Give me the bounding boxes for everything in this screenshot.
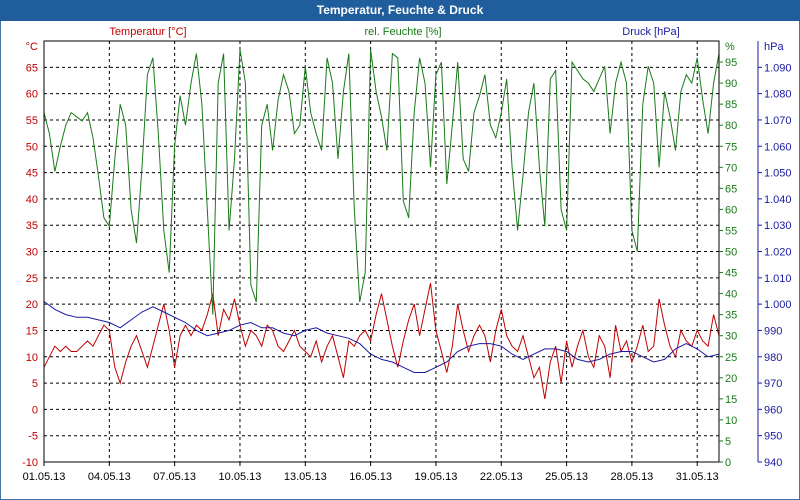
axes: -10 -5 0 5 10 15 20 25 30 35 40 45 50 55 60 65 °C 0 5 10 15 2… <box>22 40 792 483</box>
x-tick-label: 13.05.13 <box>284 471 327 483</box>
right-tick-label: 960 <box>764 404 782 416</box>
middle-tick-label: 65 <box>725 183 737 195</box>
left-tick-label: 35 <box>26 220 38 232</box>
right-tick-label: 970 <box>764 378 782 390</box>
left-tick-label: 10 <box>26 352 38 364</box>
x-tick-label: 07.05.13 <box>153 471 196 483</box>
middle-axis-unit: % <box>725 41 735 53</box>
middle-tick-label: 10 <box>725 415 737 427</box>
middle-tick-label: 45 <box>725 268 737 280</box>
right-tick-label: 940 <box>764 457 782 469</box>
middle-tick-label: 50 <box>725 247 737 259</box>
left-tick-label: 0 <box>32 404 38 416</box>
middle-tick-label: 15 <box>725 394 737 406</box>
x-tick-label: 31.05.13 <box>676 471 719 483</box>
middle-tick-label: 0 <box>725 457 731 469</box>
left-tick-label: 15 <box>26 325 38 337</box>
right-tick-label: 980 <box>764 352 782 364</box>
left-tick-label: 45 <box>26 168 38 180</box>
legend-humidity: rel. Feuchte [%] <box>364 26 441 38</box>
chart-title: Temperatur, Feuchte & Druck <box>0 0 800 21</box>
right-tick-label: 1.020 <box>764 247 792 259</box>
right-tick-label: 1.010 <box>764 273 792 285</box>
right-tick-label: 1.080 <box>764 89 792 101</box>
series-line-humidity <box>43 49 720 315</box>
x-tick-label: 25.05.13 <box>545 471 588 483</box>
x-tick-label: 19.05.13 <box>415 471 458 483</box>
right-tick-label: 1.070 <box>764 115 792 127</box>
left-tick-label: 5 <box>32 378 38 390</box>
middle-tick-label: 55 <box>725 225 737 237</box>
middle-tick-label: 30 <box>725 331 737 343</box>
series-layer <box>43 49 720 399</box>
right-tick-label: 950 <box>764 431 782 443</box>
right-tick-label: 1.060 <box>764 141 792 153</box>
left-tick-label: 20 <box>26 299 38 311</box>
middle-tick-label: 75 <box>725 141 737 153</box>
series-line-pressure <box>43 301 720 373</box>
x-tick-label: 22.05.13 <box>480 471 523 483</box>
middle-tick-label: 5 <box>725 436 731 448</box>
left-tick-label: 55 <box>26 115 38 127</box>
legend-pressure: Druck [hPa] <box>622 26 679 38</box>
middle-tick-label: 90 <box>725 78 737 90</box>
x-tick-label: 10.05.13 <box>219 471 262 483</box>
middle-tick-label: 80 <box>725 120 737 132</box>
left-tick-label: 65 <box>26 62 38 74</box>
right-tick-label: 1.000 <box>764 299 792 311</box>
middle-tick-label: 60 <box>725 204 737 216</box>
middle-tick-label: 35 <box>725 310 737 322</box>
x-tick-label: 01.05.13 <box>23 471 66 483</box>
middle-tick-label: 70 <box>725 162 737 174</box>
x-tick-label: 28.05.13 <box>610 471 653 483</box>
legend-temperature: Temperatur [°C] <box>109 26 186 38</box>
left-tick-label: -10 <box>22 457 38 469</box>
middle-tick-label: 40 <box>725 289 737 301</box>
x-tick-label: 16.05.13 <box>349 471 392 483</box>
middle-tick-label: 85 <box>725 99 737 111</box>
right-tick-label: 1.030 <box>764 220 792 232</box>
left-axis-unit: °C <box>26 41 38 53</box>
middle-tick-label: 95 <box>725 57 737 69</box>
left-tick-label: 30 <box>26 247 38 259</box>
x-tick-label: 04.05.13 <box>88 471 131 483</box>
right-tick-label: 1.090 <box>764 62 792 74</box>
series-line-temperature <box>43 282 720 399</box>
left-tick-label: 50 <box>26 141 38 153</box>
left-tick-label: 25 <box>26 273 38 285</box>
right-tick-label: 990 <box>764 325 782 337</box>
left-tick-label: 60 <box>26 89 38 101</box>
middle-tick-label: 20 <box>725 373 737 385</box>
right-axis-unit: hPa <box>764 41 784 53</box>
right-tick-label: 1.040 <box>764 194 792 206</box>
middle-tick-label: 25 <box>725 352 737 364</box>
left-tick-label: -5 <box>28 431 38 443</box>
right-tick-label: 1.050 <box>764 168 792 180</box>
left-tick-label: 40 <box>26 194 38 206</box>
